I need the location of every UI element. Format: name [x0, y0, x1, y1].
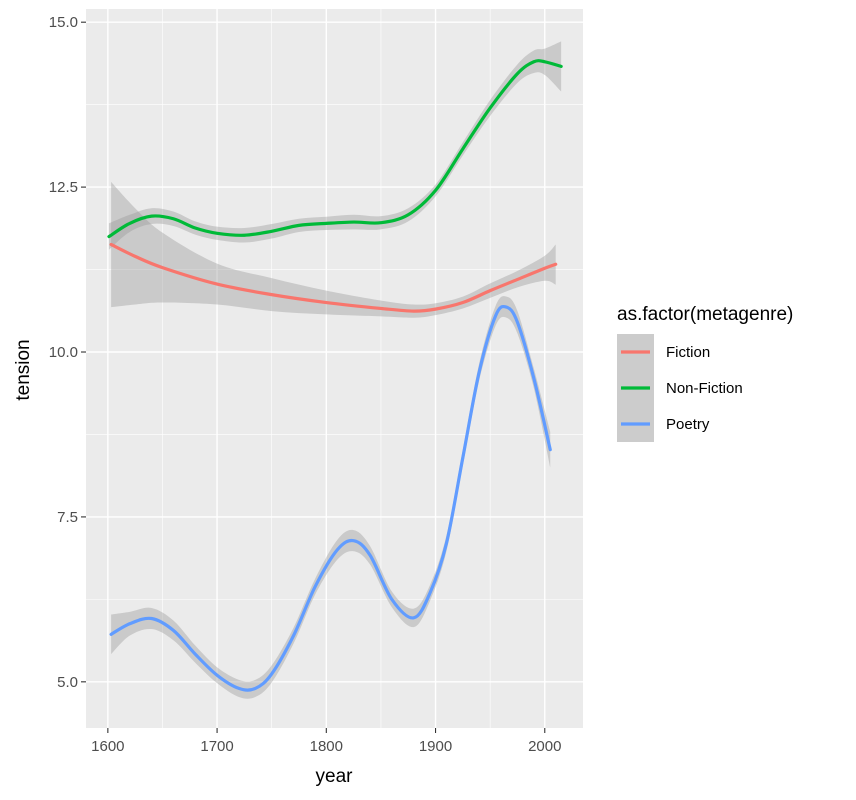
y-tick-label: 15.0 [49, 14, 78, 31]
non-fiction-line [107, 59, 563, 239]
poetry-line [109, 304, 552, 692]
y-tick-label: 5.0 [57, 674, 78, 691]
x-tick-label: 1900 [419, 738, 452, 755]
x-tick-label: 1700 [200, 738, 233, 755]
series-lines [107, 59, 563, 692]
x-axis-title: year [316, 766, 354, 787]
y-tick-label: 12.5 [49, 179, 78, 196]
y-tick-label: 10.0 [49, 344, 78, 361]
legend-label-non-fiction: Non-Fiction [666, 380, 743, 397]
fiction-line [109, 242, 558, 313]
minor-gridlines [86, 9, 583, 728]
x-axis: 1600 1700 1800 1900 2000 [91, 728, 561, 755]
legend-title: as.factor(metagenre) [617, 304, 793, 325]
panel-background [86, 9, 583, 728]
legend: as.factor(metagenre) Fiction Non-Fiction P… [617, 304, 793, 442]
y-axis: 5.0 7.5 10.0 12.5 15.0 [49, 14, 86, 691]
x-tick-label: 1600 [91, 738, 124, 755]
x-tick-label: 1800 [310, 738, 343, 755]
major-gridlines [86, 9, 583, 728]
legend-label-poetry: Poetry [666, 416, 710, 433]
x-tick-label: 2000 [528, 738, 561, 755]
y-axis-title: tension [13, 339, 34, 400]
y-tick-label: 7.5 [57, 509, 78, 526]
legend-label-fiction: Fiction [666, 344, 710, 361]
